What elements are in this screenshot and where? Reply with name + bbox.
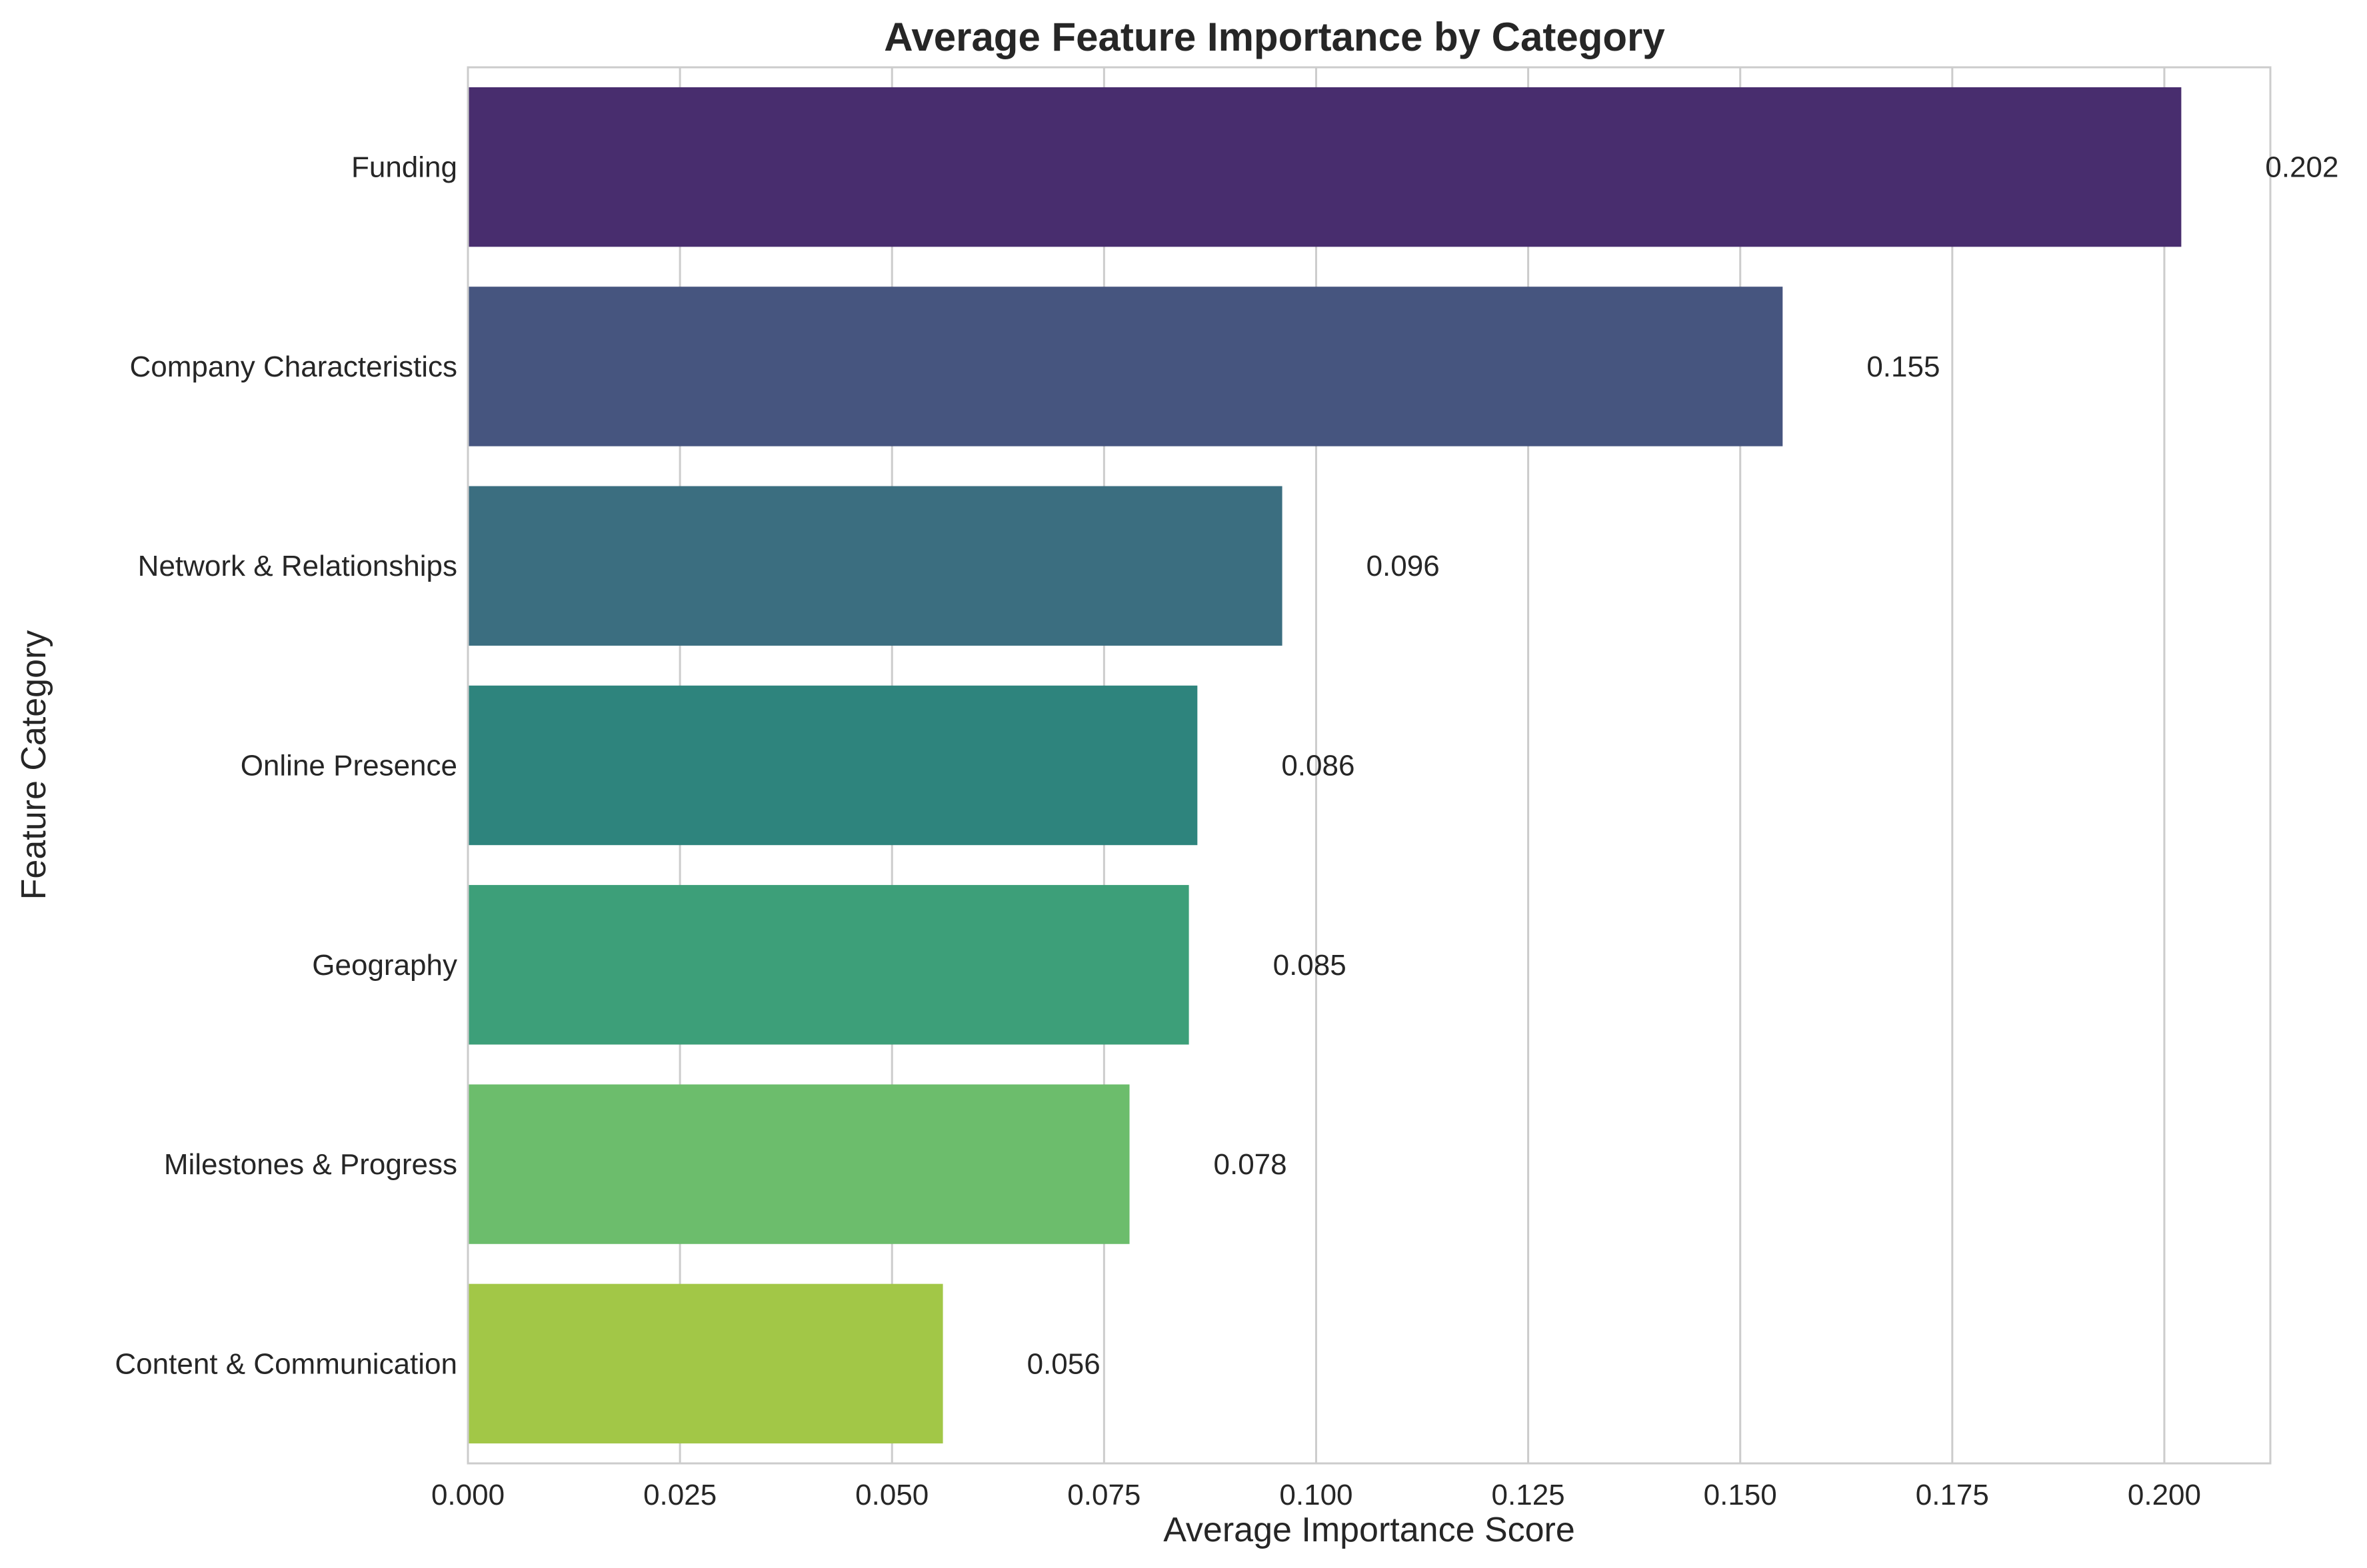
x-tick-label: 0.100 bbox=[1279, 1479, 1352, 1511]
y-tick-label: Geography bbox=[312, 949, 457, 982]
y-tick-label: Company Characteristics bbox=[130, 351, 458, 383]
bars bbox=[468, 87, 2182, 1444]
bar bbox=[468, 685, 1198, 846]
data-label: 0.085 bbox=[1273, 949, 1346, 982]
x-tick-label: 0.000 bbox=[431, 1479, 505, 1511]
x-tick-label: 0.025 bbox=[643, 1479, 717, 1511]
x-tick-label: 0.175 bbox=[1916, 1479, 1989, 1511]
plot-frame bbox=[467, 66, 2272, 1465]
x-tick-label: 0.150 bbox=[1704, 1479, 1777, 1511]
data-label: 0.078 bbox=[1214, 1148, 1287, 1181]
data-label: 0.096 bbox=[1366, 550, 1440, 582]
y-tick-label: Online Presence bbox=[241, 750, 457, 782]
bar bbox=[468, 87, 2182, 247]
x-axis-label: Average Importance Score bbox=[1163, 1511, 1575, 1549]
data-label: 0.056 bbox=[1027, 1347, 1101, 1380]
data-label: 0.086 bbox=[1281, 750, 1354, 782]
data-label: 0.202 bbox=[2265, 151, 2338, 184]
x-tick-label: 0.050 bbox=[855, 1479, 929, 1511]
data-label: 0.155 bbox=[1866, 351, 1940, 383]
bar bbox=[468, 1084, 1130, 1244]
y-tick-labels: Funding Company Characteristics Network & … bbox=[115, 151, 457, 1381]
bar bbox=[468, 287, 1783, 446]
chart-title: Average Feature Importance by Category bbox=[884, 15, 1665, 59]
y-axis-label: Feature Category bbox=[15, 630, 53, 900]
bar bbox=[468, 1283, 943, 1444]
x-tick-label: 0.125 bbox=[1492, 1479, 1565, 1511]
y-tick-label: Content & Communication bbox=[115, 1347, 457, 1380]
x-tick-label: 0.075 bbox=[1067, 1479, 1141, 1511]
x-tick-label: 0.200 bbox=[2128, 1479, 2201, 1511]
bar bbox=[468, 885, 1189, 1045]
bar bbox=[468, 486, 1282, 646]
y-tick-label: Network & Relationships bbox=[138, 550, 457, 582]
y-tick-label: Milestones & Progress bbox=[164, 1148, 457, 1181]
data-labels: 0.202 0.155 0.096 0.086 0.085 0.078 0.056 bbox=[1027, 151, 2339, 1381]
y-tick-label: Funding bbox=[351, 151, 457, 184]
x-tick-labels: 0.000 0.025 0.050 0.075 0.100 0.125 0.150 0.175… bbox=[431, 1479, 2201, 1511]
